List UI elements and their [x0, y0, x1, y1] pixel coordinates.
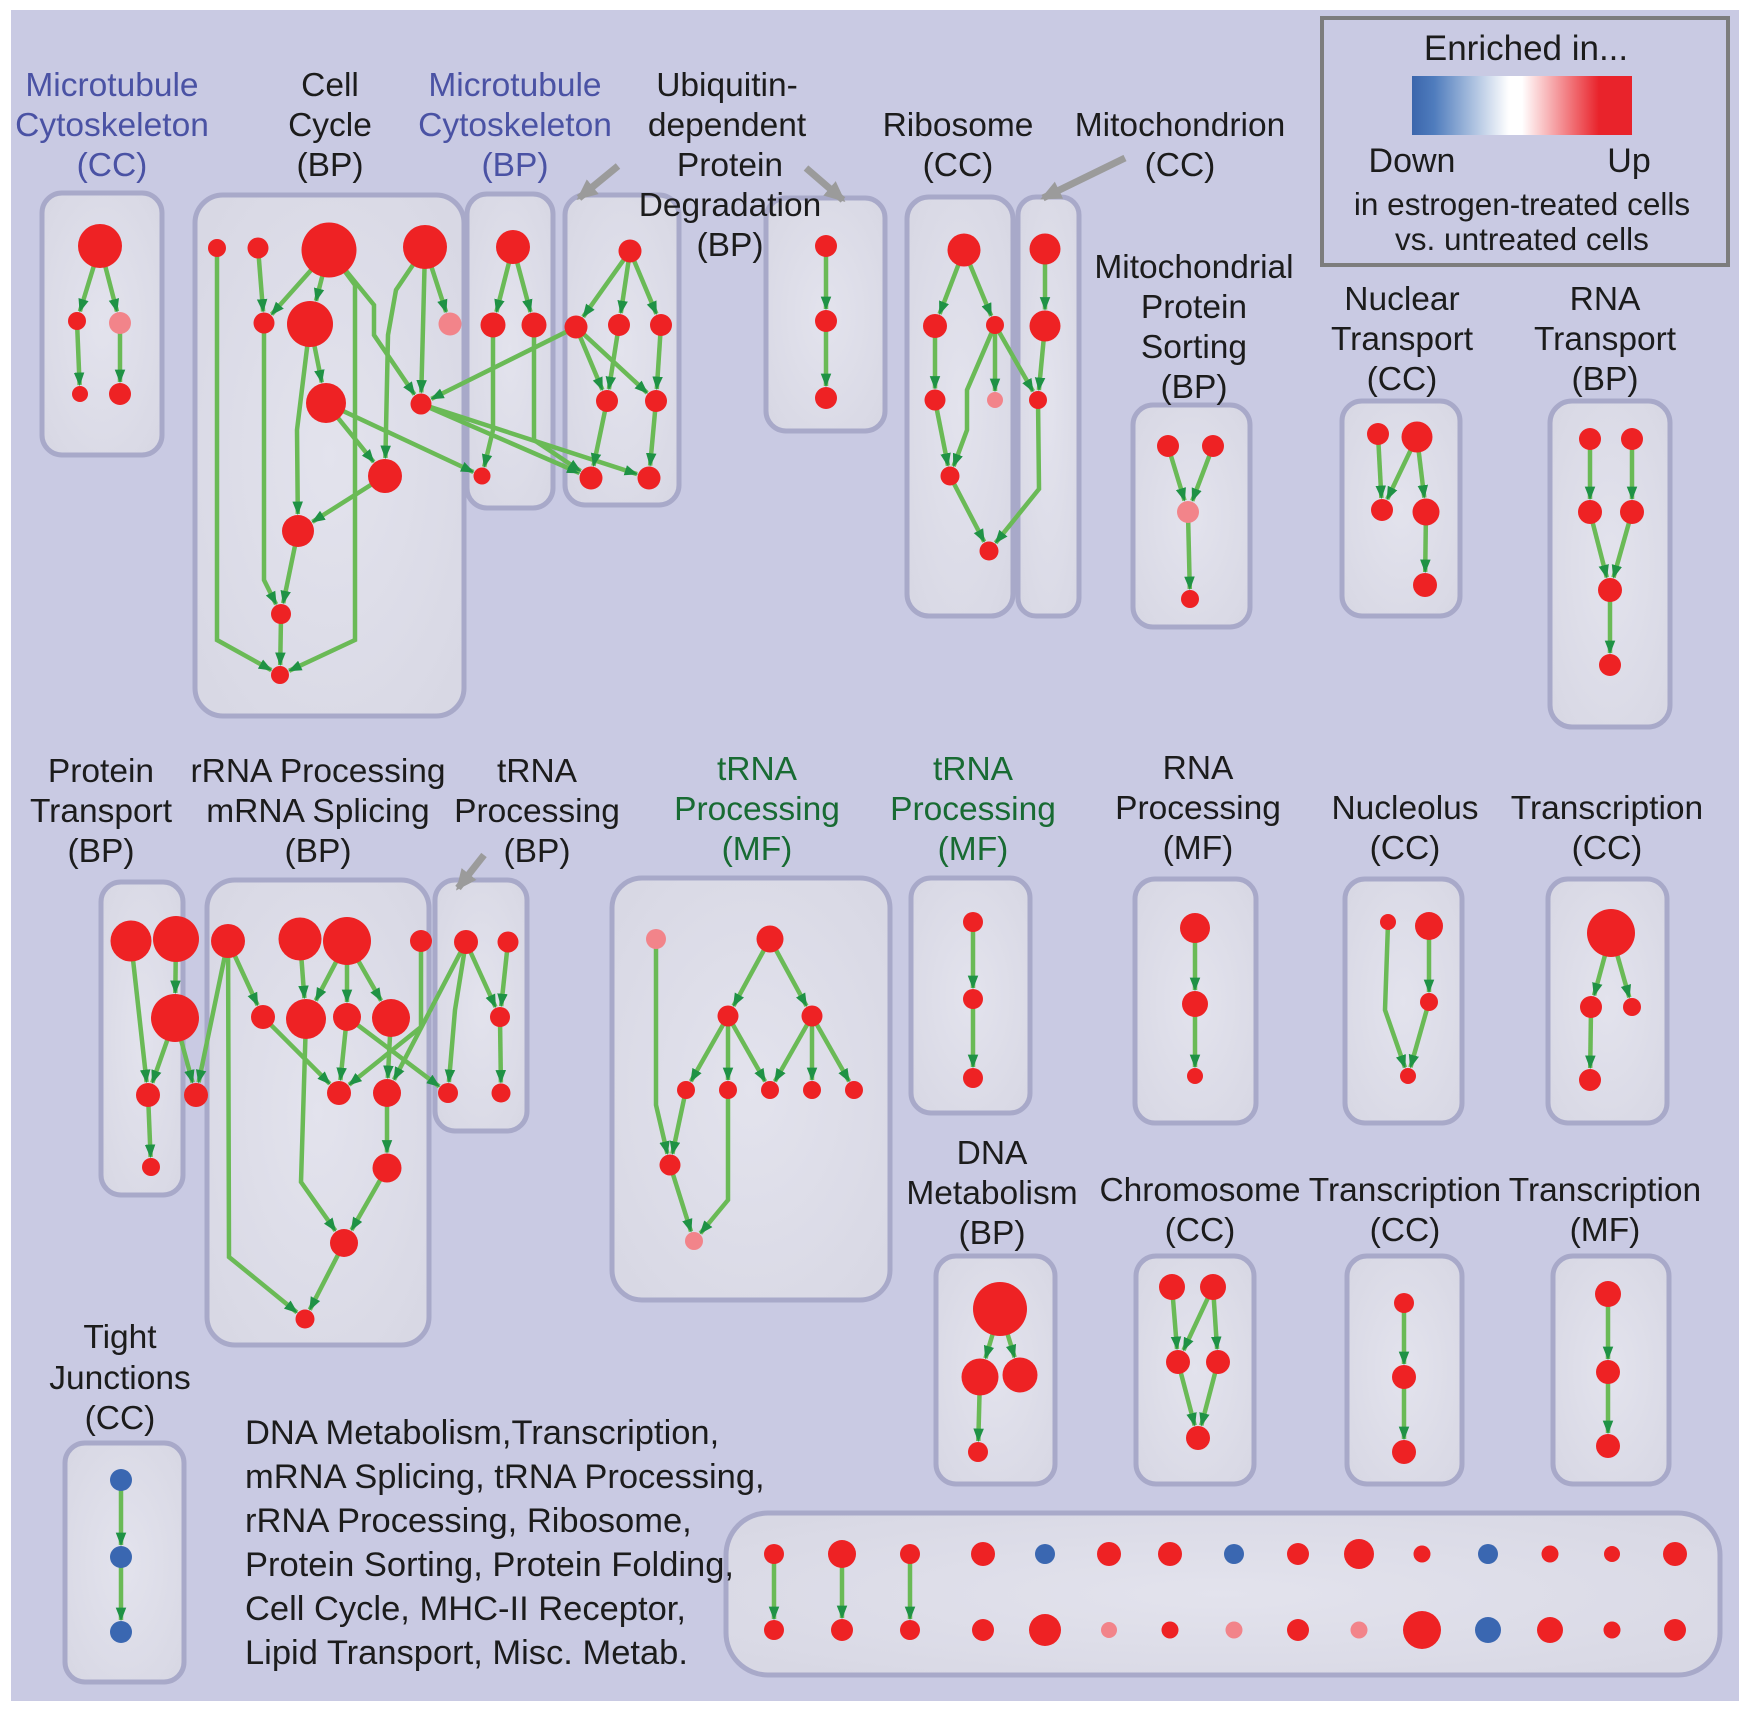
svg-text:rRNA Processing, Ribosome,: rRNA Processing, Ribosome,	[245, 1502, 692, 1540]
svg-text:Cycle: Cycle	[288, 107, 372, 144]
svg-text:(CC): (CC)	[1165, 1212, 1236, 1249]
svg-text:Processing: Processing	[674, 791, 840, 828]
svg-text:DNA Metabolism,Transcription,: DNA Metabolism,Transcription,	[245, 1414, 719, 1452]
svg-text:(BP): (BP)	[697, 227, 764, 264]
svg-text:(MF): (MF)	[722, 831, 793, 868]
svg-text:(BP): (BP)	[959, 1215, 1026, 1252]
svg-text:(MF): (MF)	[1163, 830, 1234, 867]
svg-text:Junctions: Junctions	[49, 1360, 191, 1397]
svg-text:Ribosome: Ribosome	[883, 107, 1034, 144]
svg-text:(CC): (CC)	[77, 147, 148, 184]
svg-text:(CC): (CC)	[1572, 830, 1643, 867]
svg-text:Processing: Processing	[890, 791, 1056, 828]
svg-text:(CC): (CC)	[1367, 361, 1438, 398]
svg-text:Nuclear: Nuclear	[1344, 281, 1459, 318]
svg-text:Metabolism: Metabolism	[906, 1175, 1077, 1212]
svg-text:Nucleolus: Nucleolus	[1331, 790, 1478, 827]
svg-text:rRNA Processing: rRNA Processing	[190, 753, 445, 790]
svg-text:Transport: Transport	[30, 793, 173, 830]
svg-text:Mitochondrial: Mitochondrial	[1094, 249, 1293, 286]
svg-text:Transcription: Transcription	[1509, 1172, 1701, 1209]
svg-text:(BP): (BP)	[297, 147, 364, 184]
svg-text:Tight: Tight	[83, 1319, 157, 1356]
svg-text:Processing: Processing	[1115, 790, 1281, 827]
svg-text:Sorting: Sorting	[1141, 329, 1247, 366]
svg-text:(CC): (CC)	[923, 147, 994, 184]
svg-text:DNA: DNA	[957, 1135, 1028, 1172]
svg-text:tRNA: tRNA	[497, 753, 578, 790]
svg-text:vs. untreated cells: vs. untreated cells	[1395, 221, 1649, 257]
svg-text:(BP): (BP)	[1161, 369, 1228, 406]
svg-text:Ubiquitin-: Ubiquitin-	[656, 67, 798, 104]
svg-text:Cytoskeleton: Cytoskeleton	[418, 107, 612, 144]
svg-text:(CC): (CC)	[85, 1400, 156, 1437]
svg-text:Cell Cycle, MHC-II Receptor,: Cell Cycle, MHC-II Receptor,	[245, 1590, 686, 1628]
svg-text:RNA: RNA	[1570, 281, 1641, 318]
svg-text:mRNA Splicing, tRNA Processing: mRNA Splicing, tRNA Processing,	[245, 1458, 765, 1496]
svg-text:Protein Sorting, Protein Foldi: Protein Sorting, Protein Folding,	[245, 1546, 734, 1584]
svg-text:Mitochondrion: Mitochondrion	[1075, 107, 1285, 144]
svg-text:(BP): (BP)	[1572, 361, 1639, 398]
svg-text:Protein: Protein	[48, 753, 154, 790]
svg-text:Lipid Transport, Misc. Metab.: Lipid Transport, Misc. Metab.	[245, 1634, 688, 1672]
svg-text:(CC): (CC)	[1370, 830, 1441, 867]
svg-text:Enriched in...: Enriched in...	[1424, 29, 1628, 68]
svg-text:mRNA Splicing: mRNA Splicing	[206, 793, 429, 830]
svg-text:RNA: RNA	[1163, 750, 1234, 787]
svg-text:Microtubule: Microtubule	[428, 67, 601, 104]
svg-text:Chromosome: Chromosome	[1099, 1172, 1300, 1209]
svg-text:(BP): (BP)	[504, 833, 571, 870]
svg-text:(MF): (MF)	[1570, 1212, 1641, 1249]
svg-text:Protein: Protein	[1141, 289, 1247, 326]
svg-text:(BP): (BP)	[68, 833, 135, 870]
svg-text:Protein: Protein	[677, 147, 783, 184]
svg-text:Down: Down	[1369, 142, 1456, 180]
svg-text:Degradation: Degradation	[639, 187, 822, 224]
svg-text:Transport: Transport	[1331, 321, 1474, 358]
svg-text:Transcription: Transcription	[1309, 1172, 1501, 1209]
svg-text:tRNA: tRNA	[933, 751, 1014, 788]
svg-text:Cell: Cell	[301, 67, 359, 104]
svg-text:Processing: Processing	[454, 793, 620, 830]
svg-text:Up: Up	[1607, 142, 1650, 180]
svg-text:Transport: Transport	[1534, 321, 1677, 358]
svg-text:(CC): (CC)	[1145, 147, 1216, 184]
svg-text:in estrogen-treated cells: in estrogen-treated cells	[1354, 186, 1690, 222]
svg-text:(BP): (BP)	[482, 147, 549, 184]
svg-text:Transcription: Transcription	[1511, 790, 1703, 827]
svg-text:(CC): (CC)	[1370, 1212, 1441, 1249]
svg-text:(MF): (MF)	[938, 831, 1009, 868]
svg-text:Cytoskeleton: Cytoskeleton	[15, 107, 209, 144]
svg-text:Microtubule: Microtubule	[25, 67, 198, 104]
svg-text:dependent: dependent	[648, 107, 807, 144]
svg-text:(BP): (BP)	[285, 833, 352, 870]
svg-text:tRNA: tRNA	[717, 751, 798, 788]
